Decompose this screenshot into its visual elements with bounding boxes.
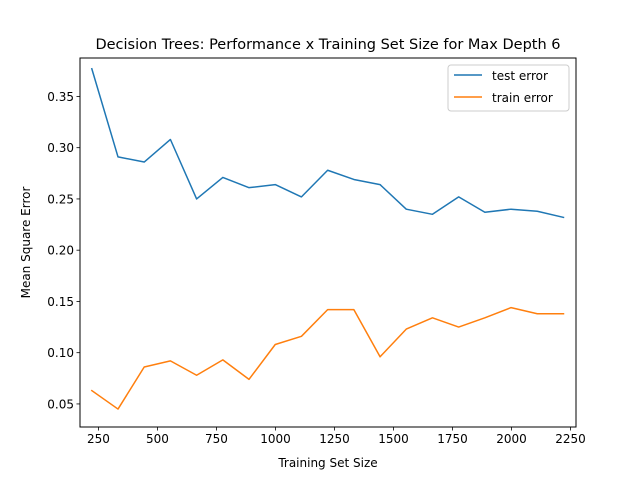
legend-box — [447, 64, 570, 112]
x-tick-label: 1250 — [319, 432, 350, 446]
plot-frame — [79, 57, 577, 428]
y-tick-label: 0.30 — [47, 141, 74, 155]
x-tick-label: 750 — [205, 432, 228, 446]
x-tick-label: 500 — [146, 432, 169, 446]
x-axis: 250 500 750 1000 1250 1500 1750 2000 2250 — [87, 427, 586, 446]
y-axis-label: Mean Square Error — [19, 187, 33, 299]
series-line-test-error — [90, 67, 565, 219]
y-tick-label: 0.25 — [47, 192, 74, 206]
x-tick-label: 2250 — [555, 432, 586, 446]
chart-title: Decision Trees: Performance x Training S… — [95, 37, 560, 53]
y-tick-label: 0.10 — [47, 346, 74, 360]
x-tick-label: 250 — [87, 432, 110, 446]
legend-label-test-error: test error — [492, 69, 548, 83]
legend-label-train-error: train error — [492, 91, 553, 105]
y-tick-label: 0.05 — [47, 397, 74, 411]
x-tick-label: 1000 — [260, 432, 291, 446]
legend: test error train error — [447, 64, 570, 112]
series-line-train-error — [90, 306, 565, 410]
x-tick-label: 2000 — [496, 432, 527, 446]
x-tick-label: 1500 — [378, 432, 409, 446]
y-axis: 0.05 0.10 0.15 0.20 0.25 0.30 0.35 — [47, 90, 80, 411]
series-layer — [90, 67, 565, 410]
x-tick-label: 1750 — [437, 432, 468, 446]
x-axis-label: Training Set Size — [277, 456, 377, 470]
y-tick-label: 0.20 — [47, 244, 74, 258]
y-tick-label: 0.35 — [47, 90, 74, 104]
y-tick-label: 0.15 — [47, 295, 74, 309]
